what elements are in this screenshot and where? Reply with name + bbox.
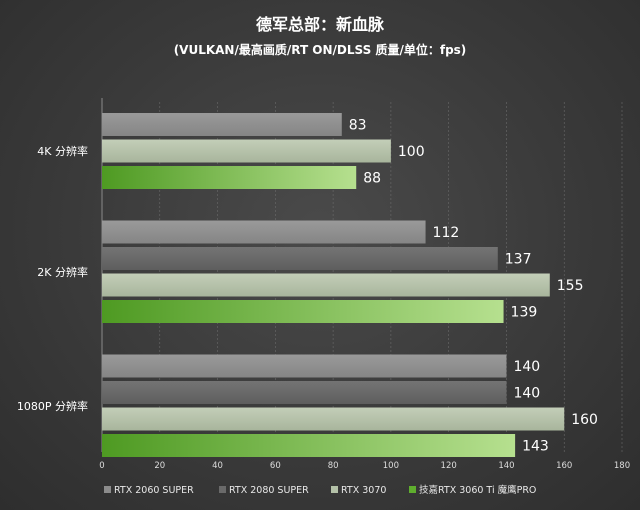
category-labels: 4K 分辨率 2K 分辨率 1080P 分辨率 [17, 144, 88, 413]
x-tick-label: 160 [556, 461, 572, 471]
x-tick-label: 60 [270, 461, 281, 471]
bar-value-label: 143 [522, 439, 549, 455]
bar-rtx-3070 [102, 139, 391, 163]
x-tick-label: 180 [614, 461, 630, 471]
bars: 83 100 88 112 137 155 139 140 140 160 143 [102, 113, 598, 457]
legend: RTX 2060 SUPER RTX 2080 SUPER RTX 3070 技嘉RT… [104, 484, 536, 496]
chart-subtitle: (VULKAN/最高画质/RT ON/DLSS 质量/单位：fps) [174, 42, 467, 57]
bar-rtx-3060-ti-pro [102, 300, 504, 323]
bar-rtx-2080-super [102, 247, 498, 270]
category-label: 4K 分辨率 [37, 144, 88, 158]
x-tick-label: 100 [383, 461, 399, 471]
bar-rtx-2060-super [102, 113, 342, 136]
bar-rtx-3070 [102, 273, 550, 297]
legend-swatch [331, 486, 338, 493]
legend-label: RTX 2080 SUPER [229, 485, 309, 496]
legend-label: 技嘉RTX 3060 Ti 魔鹰PRO [419, 484, 536, 496]
legend-swatch [104, 486, 111, 493]
chart-title: 德军总部：新血脉 [256, 15, 385, 34]
x-axis-ticks: 0 20 40 60 80 100 120 140 160 180 [99, 461, 630, 471]
bar-value-label: 88 [363, 171, 381, 187]
x-tick-label: 20 [154, 461, 165, 471]
bar-value-label: 140 [513, 386, 540, 402]
bar-rtx-2060-super [102, 354, 507, 378]
x-tick-label: 0 [99, 461, 104, 471]
bar-rtx-3070 [102, 407, 565, 431]
category-label: 1080P 分辨率 [17, 399, 88, 413]
bar-value-label: 137 [505, 252, 532, 268]
bar-rtx-3060-ti-pro [102, 166, 357, 189]
bar-value-label: 100 [398, 144, 425, 160]
legend-swatch [409, 486, 416, 493]
bar-value-label: 155 [557, 278, 584, 294]
bar-value-label: 112 [433, 225, 460, 241]
category-label: 2K 分辨率 [37, 265, 88, 279]
bar-value-label: 160 [571, 412, 598, 428]
bar-value-label: 140 [513, 359, 540, 375]
bar-rtx-2060-super [102, 220, 426, 244]
legend-label: RTX 3070 [341, 485, 386, 496]
legend-label: RTX 2060 SUPER [114, 485, 194, 496]
legend-swatch [219, 486, 226, 493]
x-tick-label: 120 [441, 461, 457, 471]
bar-rtx-3060-ti-pro [102, 434, 516, 457]
bar-rtx-2080-super [102, 381, 507, 404]
x-tick-label: 40 [212, 461, 223, 471]
bar-value-label: 139 [511, 305, 538, 321]
bar-value-label: 83 [349, 118, 367, 134]
x-tick-label: 80 [328, 461, 339, 471]
x-tick-label: 140 [498, 461, 514, 471]
